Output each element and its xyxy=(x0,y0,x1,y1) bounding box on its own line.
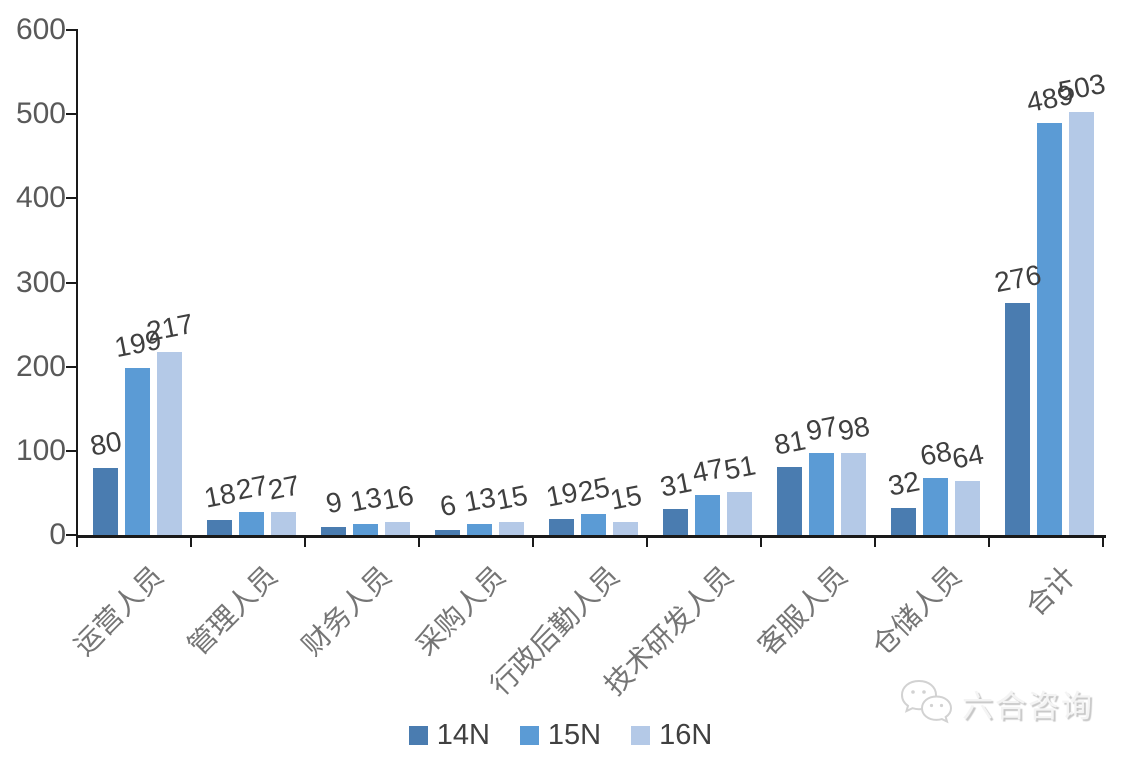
legend-marker-icon xyxy=(631,726,651,745)
bar-16N-仓储人员 xyxy=(955,481,980,535)
y-tick-label: 600 xyxy=(15,13,66,46)
category-label-财务人员: 财务人员 xyxy=(296,560,398,662)
bar-14N-客服人员 xyxy=(777,466,802,535)
bar-15N-管理人员 xyxy=(239,512,264,535)
bar-16N-技术研发人员 xyxy=(727,492,752,535)
bar-value-label: 51 xyxy=(721,449,758,486)
bar-15N-运营人员 xyxy=(125,367,150,535)
bar-16N-行政后勤人员 xyxy=(613,522,638,535)
watermark: 六合咨询 xyxy=(898,676,1094,730)
y-tick-label: 100 xyxy=(15,433,66,467)
bar-14N-采购人员 xyxy=(435,529,460,535)
wechat-icon xyxy=(900,679,953,724)
bar-14N-运营人员 xyxy=(93,467,118,535)
bar-value-label: 503 xyxy=(1055,67,1108,107)
bar-15N-财务人员 xyxy=(353,524,378,535)
x-tick-mark xyxy=(76,538,78,547)
bar-14N-行政后勤人员 xyxy=(549,519,574,535)
bar-14N-财务人员 xyxy=(321,527,346,535)
y-tick-mark xyxy=(66,449,76,452)
bar-16N-财务人员 xyxy=(385,521,410,535)
category-label-客服人员: 客服人员 xyxy=(752,560,854,662)
category-label-采购人员: 采购人员 xyxy=(410,560,512,662)
bar-15N-采购人员 xyxy=(467,524,492,535)
legend-item-16N: 16N xyxy=(631,719,712,752)
legend-item-14N: 14N xyxy=(408,719,490,752)
watermark-text: 六合咨询 xyxy=(962,688,1094,724)
x-axis-line xyxy=(76,535,1106,538)
bar-14N-仓储人员 xyxy=(891,508,916,535)
y-tick-mark xyxy=(66,534,76,536)
bar-16N-合计 xyxy=(1069,111,1094,535)
x-tick-mark xyxy=(1102,538,1104,547)
bar-16N-采购人员 xyxy=(499,522,524,535)
bar-15N-合计 xyxy=(1037,123,1062,535)
x-tick-mark xyxy=(532,538,534,547)
legend-label: 15N xyxy=(547,719,602,751)
category-label-运营人员: 运营人员 xyxy=(68,560,170,662)
bar-16N-运营人员 xyxy=(157,352,182,535)
bar-15N-技术研发人员 xyxy=(695,495,720,535)
y-tick-label: 200 xyxy=(15,349,66,383)
y-tick-label: 500 xyxy=(15,97,66,131)
bar-14N-管理人员 xyxy=(207,519,232,535)
legend-label: 16N xyxy=(659,719,713,751)
y-tick-label: 0 xyxy=(49,518,66,551)
legend-marker-icon xyxy=(408,726,428,745)
x-tick-mark xyxy=(190,538,192,547)
bar-15N-仓储人员 xyxy=(923,477,948,535)
x-tick-mark xyxy=(646,538,648,547)
x-tick-mark xyxy=(304,538,306,547)
category-label-合计: 合计 xyxy=(1019,560,1082,622)
bar-16N-客服人员 xyxy=(841,452,866,535)
y-tick-mark xyxy=(66,29,76,31)
legend-label: 14N xyxy=(436,719,490,751)
category-label-仓储人员: 仓储人员 xyxy=(866,560,968,662)
bar-16N-管理人员 xyxy=(271,512,296,535)
y-tick-mark xyxy=(66,365,76,368)
category-label-管理人员: 管理人员 xyxy=(182,560,284,662)
y-axis-line xyxy=(76,29,78,537)
legend: 14N 15N 16N xyxy=(0,719,1121,752)
x-tick-mark xyxy=(988,538,990,547)
bar-14N-合计 xyxy=(1005,302,1030,535)
bar-15N-行政后勤人员 xyxy=(581,513,606,535)
y-tick-label: 400 xyxy=(15,181,66,215)
y-tick-mark xyxy=(66,113,76,116)
y-tick-mark xyxy=(66,197,76,200)
y-tick-mark xyxy=(66,281,76,284)
bar-14N-技术研发人员 xyxy=(663,508,688,535)
legend-marker-icon xyxy=(519,726,539,745)
x-tick-mark xyxy=(760,538,762,547)
legend-item-15N: 15N xyxy=(519,719,602,752)
x-tick-mark xyxy=(418,538,420,547)
y-tick-label: 300 xyxy=(15,265,66,299)
bar-15N-客服人员 xyxy=(809,453,834,535)
x-tick-mark xyxy=(874,538,876,547)
